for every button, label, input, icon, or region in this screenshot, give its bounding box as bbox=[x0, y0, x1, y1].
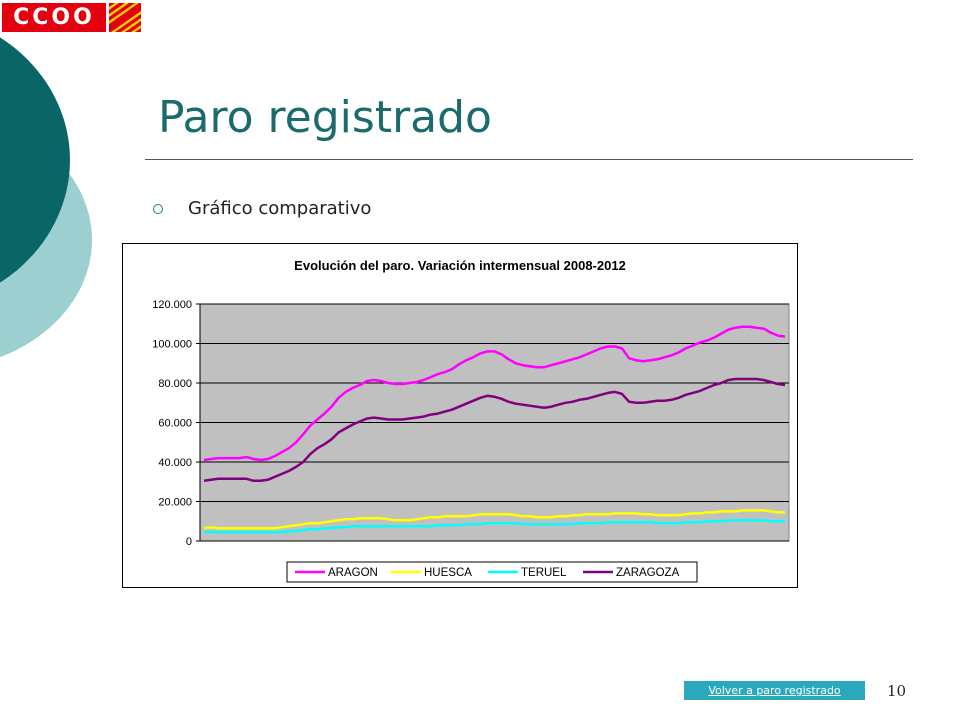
chart-title: Evolución del paro. Variación intermensu… bbox=[294, 258, 626, 273]
y-tick-label: 20.000 bbox=[158, 497, 192, 509]
gridlines bbox=[200, 303, 789, 502]
y-tick-label: 0 bbox=[186, 536, 192, 548]
legend-label-huesca: HUESCA bbox=[424, 567, 472, 579]
legend-label-aragon: ARAGON bbox=[328, 567, 378, 579]
title-divider bbox=[145, 159, 913, 160]
y-tick-label: 80.000 bbox=[158, 378, 192, 390]
bullet-text: Gráfico comparativo bbox=[188, 198, 372, 219]
decorative-circles bbox=[0, 37, 92, 358]
series-line-huesca bbox=[203, 509, 785, 530]
page-number: 10 bbox=[887, 682, 907, 700]
y-axis: 0 20.000 40.000 60.000 80.000 100.000 120.000 bbox=[152, 299, 789, 548]
y-tick-label: 60.000 bbox=[158, 418, 192, 430]
chart-legend: ARAGON HUESCA TERUEL ZARAGOZA bbox=[286, 561, 698, 583]
ccoo-logo-text: CCOO bbox=[2, 3, 106, 32]
aragon-flag-icon bbox=[109, 3, 141, 32]
slide-title: Paro registrado bbox=[158, 92, 492, 143]
dark-teal-circle bbox=[0, 37, 70, 283]
series-lines bbox=[203, 325, 786, 534]
y-tick-label: 120.000 bbox=[152, 299, 192, 311]
bullet-circle-icon bbox=[153, 204, 163, 214]
ccoo-logo: CCOO bbox=[0, 0, 143, 35]
series-line-teruel bbox=[204, 519, 785, 534]
legend-label-zaragoza: ZARAGOZA bbox=[616, 567, 680, 579]
chart-container: Evolución del paro. Variación intermensu… bbox=[122, 243, 798, 588]
y-tick-label: 40.000 bbox=[158, 457, 192, 469]
series-line-aragon bbox=[203, 325, 786, 462]
back-to-paro-registrado-link[interactable]: Volver a paro registrado bbox=[684, 681, 865, 700]
line-chart: Evolución del paro. Variación intermensu… bbox=[152, 258, 790, 583]
y-tick-label: 100.000 bbox=[152, 339, 192, 351]
series-line-zaragoza bbox=[203, 377, 786, 483]
legend-label-teruel: TERUEL bbox=[521, 567, 567, 579]
